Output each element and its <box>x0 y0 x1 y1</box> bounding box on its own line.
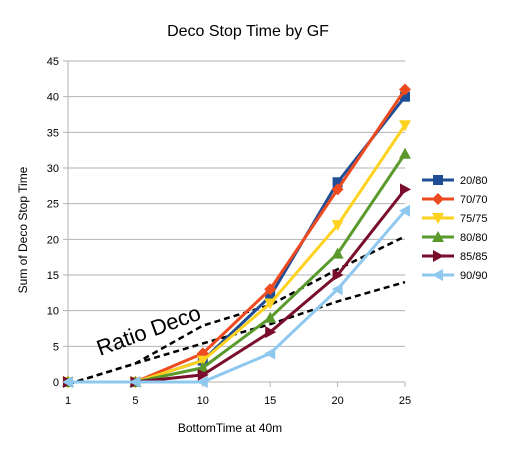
data-point <box>265 326 277 339</box>
legend-label: 90/90 <box>460 270 488 282</box>
x-tick-label: 25 <box>399 395 411 407</box>
data-point <box>197 368 209 381</box>
data-point <box>400 91 410 102</box>
legend-swatch-marker <box>432 213 444 224</box>
legend-item: 80/80 <box>422 231 488 244</box>
data-point <box>399 147 411 159</box>
series-line <box>68 209 407 384</box>
data-point <box>265 291 276 302</box>
legend-label: 85/85 <box>460 251 488 263</box>
data-point <box>196 355 209 367</box>
x-axis-label: BottomTime at 40m <box>178 421 282 435</box>
legend-label: 80/80 <box>460 232 488 244</box>
legend-item: 20/80 <box>422 175 488 187</box>
data-point <box>62 376 73 388</box>
y-tick-label: 10 <box>47 306 59 318</box>
legend-swatch-marker <box>432 193 444 205</box>
y-tick-label: 5 <box>53 341 59 353</box>
legend-item: 85/85 <box>422 250 488 263</box>
x-tick-label: 10 <box>197 395 209 407</box>
legend: 20/80 70/70 75/75 80/80 85/85 90/90 <box>422 175 488 282</box>
y-tick-label: 35 <box>47 127 59 139</box>
legend-item: 90/90 <box>422 269 488 282</box>
data-point <box>264 283 277 296</box>
data-point <box>332 177 343 188</box>
x-tick-label: 20 <box>331 395 343 407</box>
ratio-deco-annotation: Ratio Deco <box>93 300 204 361</box>
data-point <box>196 376 208 388</box>
legend-swatch-marker <box>432 231 444 242</box>
y-axis-label: Sum of Deco Stop Time <box>16 166 30 293</box>
series-lines <box>62 83 411 388</box>
y-tick-label: 15 <box>47 270 59 282</box>
data-point <box>331 183 344 196</box>
y-tick-label: 40 <box>47 92 59 104</box>
data-point <box>400 183 411 196</box>
legend-label: 20/80 <box>460 175 488 187</box>
legend-label: 70/70 <box>460 194 488 206</box>
y-tick-labels: 0 5 10 15 20 25 30 35 40 45 <box>47 56 59 389</box>
legend-swatch-marker <box>433 175 443 185</box>
data-point <box>264 298 277 310</box>
legend-swatch-marker <box>433 250 444 262</box>
grid-lines <box>68 60 405 383</box>
x-tick-labels: 1 5 10 15 20 25 <box>65 395 411 407</box>
x-tick-label: 15 <box>264 395 276 407</box>
legend-swatch-marker <box>432 269 443 281</box>
chart-title: Deco Stop Time by GF <box>167 23 329 40</box>
y-tick-label: 0 <box>53 377 59 389</box>
data-point <box>264 311 277 323</box>
data-point <box>264 347 276 360</box>
data-point <box>331 220 344 232</box>
data-point <box>399 120 411 132</box>
data-point <box>129 376 141 388</box>
data-point <box>399 83 411 96</box>
data-point <box>332 269 344 281</box>
legend-item: 70/70 <box>422 193 488 206</box>
x-tick-label: 5 <box>132 395 138 407</box>
series-90-90 <box>62 204 410 388</box>
y-tick-label: 30 <box>47 163 59 175</box>
x-tick-label: 1 <box>65 395 71 407</box>
legend-item: 75/75 <box>422 213 488 225</box>
data-point <box>399 204 410 217</box>
y-tick-label: 20 <box>47 234 59 246</box>
data-point <box>331 283 343 296</box>
trendline <box>67 235 406 386</box>
data-point <box>331 247 344 259</box>
legend-label: 75/75 <box>460 213 488 225</box>
y-tick-label: 45 <box>47 56 59 68</box>
series-85-85 <box>63 183 411 388</box>
y-tick-label: 25 <box>47 199 59 211</box>
